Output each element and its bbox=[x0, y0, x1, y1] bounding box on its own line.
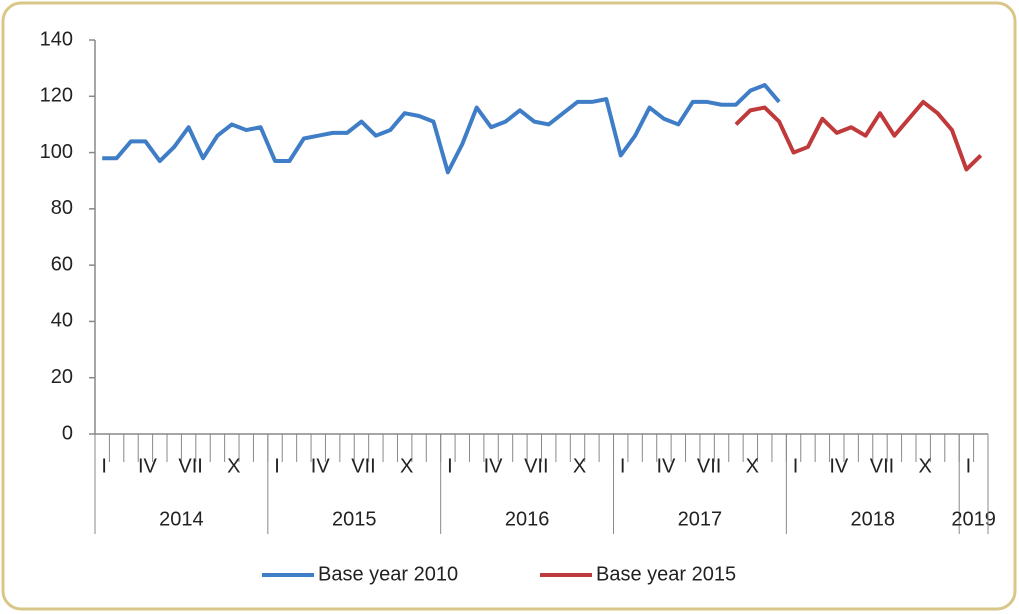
x-tick-label: X bbox=[227, 455, 240, 477]
x-tick-label: VII bbox=[178, 455, 202, 477]
year-label: 2015 bbox=[332, 508, 377, 530]
x-tick-label: I bbox=[793, 455, 799, 477]
legend-label: Base year 2015 bbox=[596, 563, 736, 585]
y-tick-label: 120 bbox=[40, 85, 73, 107]
y-tick-label: 20 bbox=[51, 366, 73, 388]
x-tick-label: IV bbox=[829, 455, 849, 477]
x-tick-label: IV bbox=[484, 455, 504, 477]
x-tick-label: X bbox=[573, 455, 586, 477]
series-line bbox=[102, 83, 781, 175]
x-tick-label: I bbox=[101, 455, 107, 477]
x-tick-label: IV bbox=[656, 455, 676, 477]
y-tick-label: 140 bbox=[40, 28, 73, 50]
y-tick-label: 80 bbox=[51, 197, 73, 219]
x-tick-label: I bbox=[447, 455, 453, 477]
series-line bbox=[734, 99, 983, 172]
y-tick-label: 40 bbox=[51, 310, 73, 332]
x-tick-label: IV bbox=[138, 455, 158, 477]
x-tick-label: I bbox=[966, 455, 972, 477]
year-label: 2019 bbox=[951, 508, 996, 530]
x-tick-label: I bbox=[274, 455, 280, 477]
y-tick-label: 100 bbox=[40, 141, 73, 163]
x-tick-label: X bbox=[746, 455, 759, 477]
year-label: 2017 bbox=[678, 508, 723, 530]
year-label: 2018 bbox=[851, 508, 896, 530]
legend-label: Base year 2010 bbox=[318, 563, 458, 585]
x-tick-label: I bbox=[620, 455, 626, 477]
x-tick-label: X bbox=[400, 455, 413, 477]
x-tick-label: VII bbox=[697, 455, 721, 477]
x-tick-label: IV bbox=[311, 455, 331, 477]
x-tick-label: VII bbox=[351, 455, 375, 477]
x-tick-label: X bbox=[919, 455, 932, 477]
x-tick-label: VII bbox=[524, 455, 548, 477]
x-tick-label: VII bbox=[870, 455, 894, 477]
year-label: 2016 bbox=[505, 508, 550, 530]
year-label: 2014 bbox=[159, 508, 204, 530]
y-tick-label: 60 bbox=[51, 253, 73, 275]
y-tick-label: 0 bbox=[62, 422, 73, 444]
